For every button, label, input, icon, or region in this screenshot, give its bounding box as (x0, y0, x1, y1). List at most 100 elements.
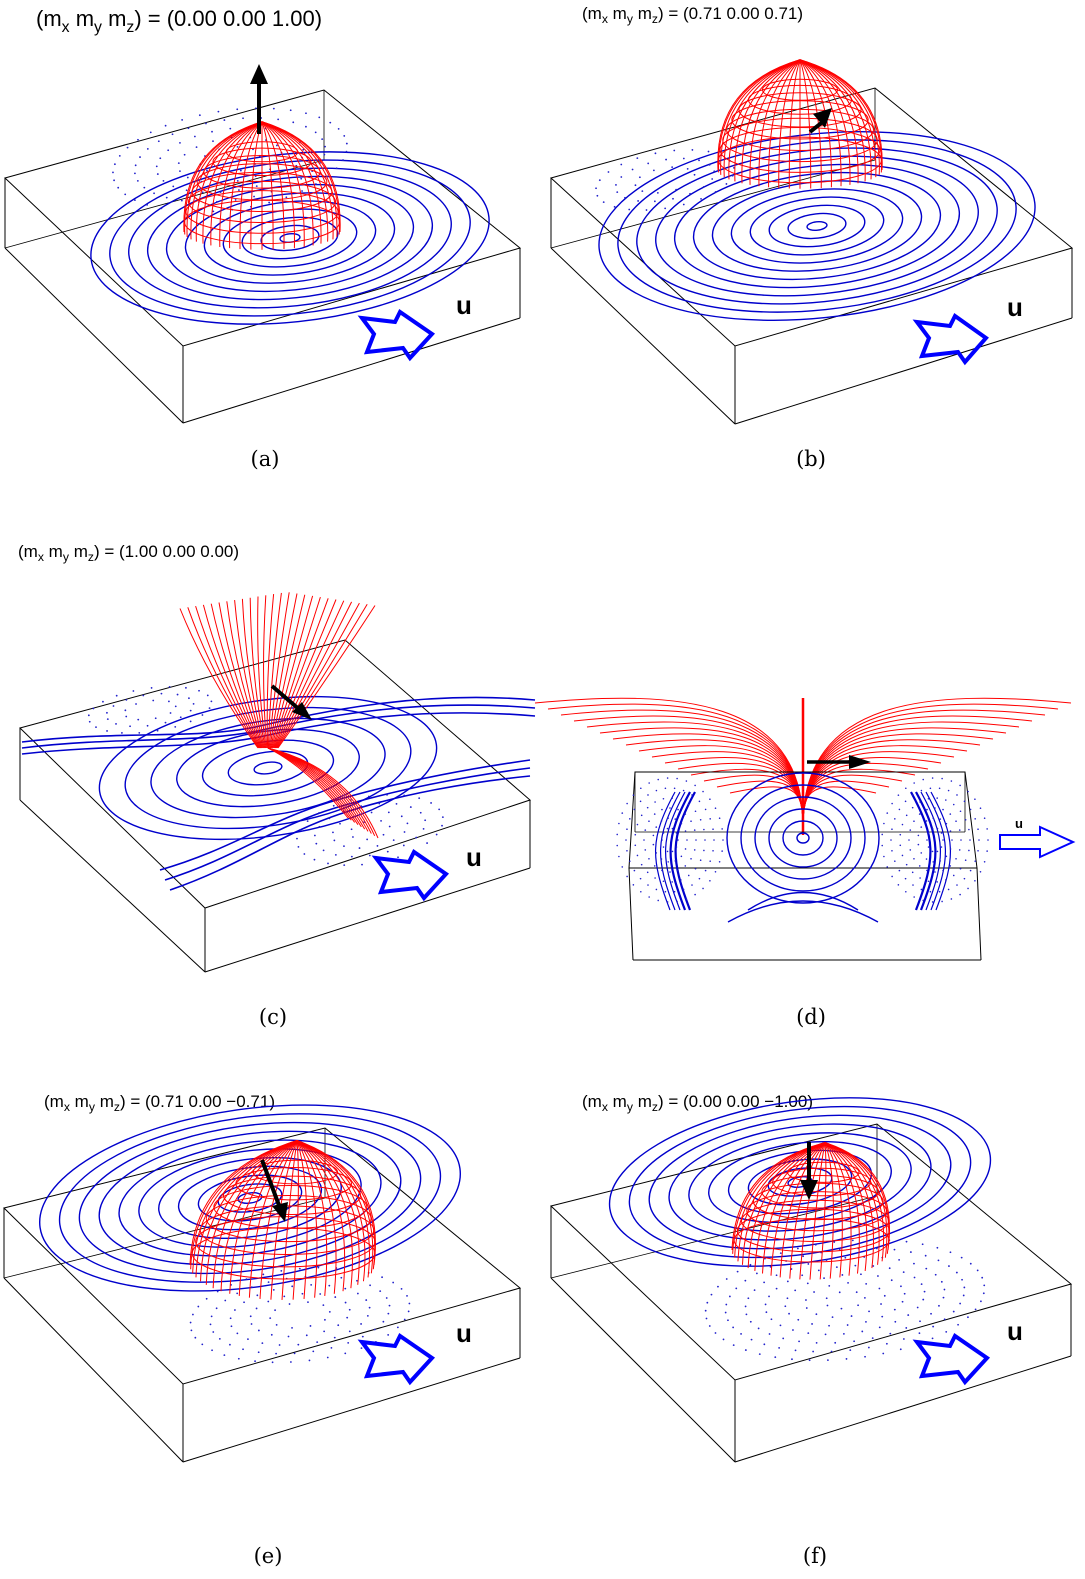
contour-dot (636, 157, 639, 159)
contour-dot (905, 814, 908, 817)
contour-dot (797, 1318, 800, 1321)
field-line (187, 607, 260, 749)
contour-dot (278, 1344, 281, 1346)
contour-dot (721, 828, 723, 830)
panel-caption: (f) (802, 1544, 828, 1568)
contour-dot (691, 794, 693, 796)
contour-dot (324, 145, 326, 148)
contour-dot (333, 839, 336, 842)
contour-dot (813, 1291, 815, 1293)
field-line (189, 1140, 298, 1266)
contour-line (146, 175, 434, 301)
contour-dot (382, 833, 385, 836)
contour-dot (596, 194, 599, 197)
dotted-contours (704, 1238, 986, 1362)
contour-dot (698, 159, 700, 162)
contour-dot (744, 1349, 747, 1351)
contour-dot (936, 797, 938, 799)
contour-dot (871, 1337, 874, 1340)
contour-dot (969, 808, 972, 811)
contour-dot (647, 794, 649, 796)
contour-dot (835, 1266, 838, 1269)
contour-dot (666, 901, 669, 903)
contour-dot (694, 867, 697, 870)
contour-dot (376, 845, 379, 847)
contour-dot (602, 201, 605, 204)
contour-dot (860, 1273, 862, 1276)
field-line (802, 697, 1072, 826)
contour-dot (666, 850, 669, 853)
contour-dot (725, 1278, 728, 1280)
contour-dot (974, 798, 976, 801)
field-line (200, 1140, 298, 1282)
field-line (266, 594, 275, 749)
contour-dot (931, 777, 934, 779)
contour-dot (367, 795, 370, 798)
contour-dot (709, 818, 711, 820)
contour-dot (621, 866, 624, 868)
contour-dot (655, 852, 658, 854)
contour-dot (205, 122, 207, 125)
contour-dot (88, 720, 91, 723)
panel-caption: (a) (250, 447, 280, 471)
contour-line (920, 791, 941, 911)
contour-dot (350, 855, 353, 858)
contour-dot (959, 810, 962, 813)
contour-dot (680, 855, 683, 858)
contour-dot (676, 777, 678, 780)
contour-dot (150, 687, 153, 689)
contour-lines (98, 695, 438, 841)
field-line (799, 59, 822, 189)
contour-dot (709, 798, 711, 801)
contour-dot (940, 846, 943, 848)
contour-dot (932, 861, 935, 863)
contour-dot (137, 718, 140, 721)
contour-dot (638, 176, 641, 179)
moment-arrow (800, 1142, 818, 1200)
field-line (737, 1142, 826, 1262)
contour-dot (332, 804, 335, 807)
contour-dot (216, 1290, 219, 1293)
field-line (799, 59, 842, 187)
contour-dot (695, 839, 697, 841)
contour-dot (976, 1269, 979, 1272)
contour-dot (176, 693, 179, 696)
contour-dot (779, 1252, 782, 1255)
velocity-label: u (1007, 292, 1023, 322)
contour-dot (945, 855, 948, 858)
contour-dot (667, 817, 670, 819)
contour-dot (648, 858, 650, 860)
contour-dot (392, 1281, 395, 1284)
field-lines-red (179, 592, 379, 839)
contour-dot (941, 900, 943, 903)
contour-dot (825, 1259, 828, 1262)
contour-dot (786, 1280, 789, 1283)
contour-dot (967, 1316, 969, 1319)
contour-line (109, 159, 471, 317)
field-line (202, 121, 263, 244)
contour-dot (366, 1314, 369, 1317)
contour-dot (403, 831, 406, 833)
velocity-label: u (456, 290, 472, 320)
contour-dot (805, 1307, 808, 1309)
contour-dot (647, 162, 650, 165)
contour-dot (669, 871, 671, 873)
field-line (210, 121, 263, 246)
plot-3d (19, 592, 536, 973)
contour-dot (894, 860, 896, 862)
contour-dot (891, 850, 893, 852)
contour-dot (881, 833, 884, 836)
contour-dot (435, 833, 438, 836)
contour-dot (955, 1271, 958, 1274)
contour-dot (778, 1347, 781, 1349)
contour-dot (289, 1361, 292, 1363)
contour-dot (979, 870, 982, 873)
contour-dot (945, 799, 947, 801)
contour-dot (894, 1320, 897, 1323)
contour-dot (934, 807, 936, 809)
contour-dot (162, 180, 165, 182)
contour-dot (318, 812, 320, 814)
contour-line (747, 1158, 853, 1206)
contour-dot (671, 797, 673, 799)
contour-dot (918, 865, 921, 867)
